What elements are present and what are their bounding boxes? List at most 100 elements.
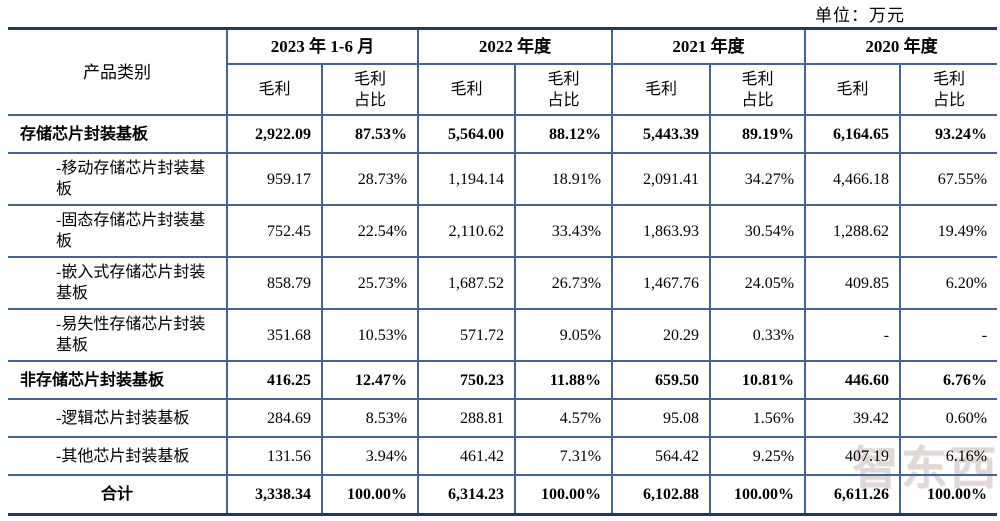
profit-value-cell: 351.68 — [226, 308, 323, 362]
profit-ratio-header: 毛利 占比 — [899, 63, 998, 116]
profit-ratio-cell: 28.73% — [320, 152, 420, 206]
profit-ratio-cell: 6.20% — [899, 256, 998, 310]
profit-ratio-cell: 6.16% — [899, 436, 998, 476]
profit-value-cell: 284.69 — [226, 398, 323, 438]
table-row: 存储芯片封装基板 2,922.09 87.53% 5,564.00 88.12% 5,44… — [8, 114, 998, 154]
profit-value-cell: 858.79 — [226, 256, 323, 310]
profit-value-cell: 39.42 — [804, 398, 902, 438]
profit-value-cell: 20.29 — [611, 308, 712, 362]
table-row: -嵌入式存储芯片封装基板 858.79 25.73% 1,687.52 26.73% 1,… — [8, 256, 998, 310]
profit-ratio-cell: 11.88% — [514, 360, 614, 400]
profit-value-cell: 2,091.41 — [611, 152, 712, 206]
profit-ratio-cell: 4.57% — [514, 398, 614, 438]
profit-ratio-cell: 6.76% — [899, 360, 998, 400]
category-cell: -其他芯片封装基板 — [8, 436, 228, 476]
profit-value-cell: 564.42 — [611, 436, 712, 476]
profit-ratio-cell: 24.05% — [709, 256, 807, 310]
category-cell: -逻辑芯片封装基板 — [8, 398, 228, 438]
category-cell: 合计 — [8, 474, 228, 513]
profit-value-cell: 461.42 — [417, 436, 517, 476]
profit-ratio-cell: 88.12% — [514, 114, 614, 154]
period-header-2023h1: 2023 年 1-6 月 — [225, 30, 420, 65]
category-cell: -易失性存储芯片封装基板 — [8, 308, 228, 362]
period-header-2020: 2020 年度 — [804, 30, 998, 65]
category-cell: -移动存储芯片封装基板 — [8, 152, 228, 206]
period-header-2022: 2022 年度 — [417, 30, 614, 65]
category-cell: 存储芯片封装基板 — [8, 114, 228, 154]
profit-ratio-cell: 10.81% — [709, 360, 807, 400]
profit-value-cell: 659.50 — [611, 360, 712, 400]
category-cell: -固态存储芯片封装基板 — [8, 204, 228, 258]
profit-ratio-cell: 100.00% — [320, 474, 420, 513]
profit-ratio-cell: 89.19% — [709, 114, 807, 154]
profit-ratio-header: 毛利 占比 — [320, 63, 420, 116]
profit-ratio-cell: 7.31% — [514, 436, 614, 476]
period-header-2021: 2021 年度 — [611, 30, 807, 65]
profit-header: 毛利 — [804, 63, 902, 116]
table-row: -其他芯片封装基板 131.56 3.94% 461.42 7.31% 564.42 9.2… — [8, 436, 998, 476]
gross-profit-table-container: 产品类别 2023 年 1-6 月 2022 年度 2021 年度 2020 年… — [8, 27, 998, 516]
profit-value-cell: 131.56 — [226, 436, 323, 476]
profit-ratio-cell: 25.73% — [320, 256, 420, 310]
table-row: -移动存储芯片封装基板 959.17 28.73% 1,194.14 18.91% 2,0… — [8, 152, 998, 206]
profit-header: 毛利 — [611, 63, 712, 116]
profit-value-cell: 4,466.18 — [804, 152, 902, 206]
table-row: 合计 3,338.34 100.00% 6,314.23 100.00% 6,102.88… — [8, 474, 998, 513]
profit-value-cell: 571.72 — [417, 308, 517, 362]
profit-ratio-cell: 67.55% — [899, 152, 998, 206]
profit-ratio-cell: 33.43% — [514, 204, 614, 258]
profit-value-cell: 1,194.14 — [417, 152, 517, 206]
table-row: -逻辑芯片封装基板 284.69 8.53% 288.81 4.57% 95.08 1.56… — [8, 398, 998, 438]
profit-value-cell: 416.25 — [226, 360, 323, 400]
profit-ratio-cell: 22.54% — [320, 204, 420, 258]
profit-ratio-cell: 26.73% — [514, 256, 614, 310]
profit-value-cell: 3,338.34 — [226, 474, 323, 513]
header-row-periods: 产品类别 2023 年 1-6 月 2022 年度 2021 年度 2020 年… — [8, 30, 998, 116]
profit-value-cell: 1,863.93 — [611, 204, 712, 258]
profit-header: 毛利 — [227, 63, 323, 116]
header-row-measures: 毛利 毛利 占比 毛利 毛利 占比 毛利 毛利 占比 毛利 毛利 占比 — [8, 63, 998, 116]
profit-ratio-header: 毛利 占比 — [514, 63, 614, 116]
profit-ratio-cell: 0.60% — [899, 398, 998, 438]
category-column-header: 产品类别 — [8, 30, 228, 116]
profit-value-cell: 2,110.62 — [417, 204, 517, 258]
profit-ratio-header: 毛利 占比 — [709, 63, 807, 116]
profit-value-cell: 5,443.39 — [611, 114, 712, 154]
profit-value-cell: 1,467.76 — [611, 256, 712, 310]
profit-value-cell: - — [804, 308, 902, 362]
profit-ratio-cell: 100.00% — [899, 474, 998, 513]
unit-label: 单位：万元 — [815, 6, 905, 25]
profit-value-cell: 6,611.26 — [804, 474, 902, 513]
profit-ratio-cell: 9.05% — [514, 308, 614, 362]
table-header: 产品类别 2023 年 1-6 月 2022 年度 2021 年度 2020 年… — [8, 30, 998, 116]
profit-ratio-cell: 9.25% — [709, 436, 807, 476]
profit-ratio-cell: 10.53% — [320, 308, 420, 362]
profit-value-cell: 95.08 — [611, 398, 712, 438]
profit-ratio-cell: 34.27% — [709, 152, 807, 206]
profit-value-cell: 5,564.00 — [417, 114, 517, 154]
profit-value-cell: 407.19 — [804, 436, 902, 476]
profit-value-cell: 752.45 — [226, 204, 323, 258]
profit-value-cell: 959.17 — [226, 152, 323, 206]
profit-value-cell: 1,288.62 — [804, 204, 902, 258]
profit-value-cell: 288.81 — [417, 398, 517, 438]
profit-ratio-cell: 18.91% — [514, 152, 614, 206]
category-cell: 非存储芯片封装基板 — [8, 360, 228, 400]
profit-ratio-cell: 100.00% — [514, 474, 614, 513]
profit-value-cell: 446.60 — [804, 360, 902, 400]
profit-value-cell: 2,922.09 — [226, 114, 323, 154]
profit-value-cell: 6,314.23 — [417, 474, 517, 513]
profit-ratio-cell: 8.53% — [320, 398, 420, 438]
profit-ratio-cell: 30.54% — [709, 204, 807, 258]
profit-ratio-cell: 3.94% — [320, 436, 420, 476]
profit-value-cell: 1,687.52 — [417, 256, 517, 310]
gross-profit-table: 产品类别 2023 年 1-6 月 2022 年度 2021 年度 2020 年… — [8, 30, 998, 513]
table-body: 存储芯片封装基板 2,922.09 87.53% 5,564.00 88.12% 5,44… — [8, 114, 998, 513]
table-row: -易失性存储芯片封装基板 351.68 10.53% 571.72 9.05% 20.29… — [8, 308, 998, 362]
profit-value-cell: 409.85 — [804, 256, 902, 310]
profit-ratio-cell: - — [899, 308, 998, 362]
profit-ratio-cell: 0.33% — [709, 308, 807, 362]
profit-ratio-cell: 87.53% — [320, 114, 420, 154]
profit-value-cell: 6,164.65 — [804, 114, 902, 154]
profit-value-cell: 750.23 — [417, 360, 517, 400]
